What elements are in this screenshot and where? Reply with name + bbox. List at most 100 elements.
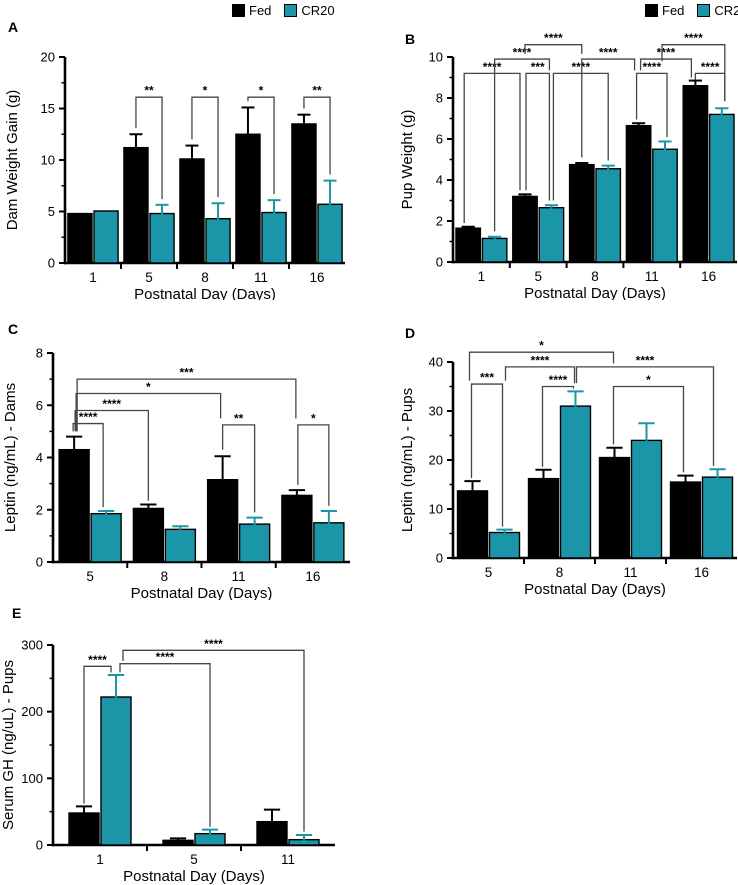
sig-label: *: [203, 84, 208, 98]
panel-C-sig-brackets: ************** *: [72, 366, 330, 513]
sig-label: ****: [636, 353, 655, 367]
cr20-swatch: [697, 4, 711, 17]
panel-C-ytick: 6: [36, 398, 43, 413]
sig-bracket: [303, 96, 331, 175]
legend-top-right: Fed CR20: [645, 3, 738, 18]
bar-fed-day8: [527, 477, 560, 559]
bar-fed-day8: [132, 507, 165, 563]
panel-D-xtick: 16: [694, 565, 709, 580]
panel-A-ytick: 10: [41, 153, 55, 168]
panel-E-ytick: 0: [36, 838, 43, 853]
panel-E-ylabel: Serum GH (ng/uL) - Pups: [0, 660, 17, 830]
bar-fed-day8: [179, 158, 205, 264]
panel-E-ytick: 200: [21, 704, 43, 719]
legend-item-cr20-2: CR20: [697, 3, 738, 18]
sig-label: **: [234, 411, 244, 425]
legend-cr20-label: CR20: [301, 3, 335, 18]
bar-cr20-day5: [488, 531, 521, 559]
panel-D-ytick: 10: [429, 502, 443, 517]
sig-bracket: [122, 649, 305, 832]
panel-C-xtick: 5: [86, 569, 94, 584]
legend-top-left: Fed CR20: [232, 3, 343, 18]
bar-fed-day5: [58, 448, 90, 563]
sig-bracket: [83, 665, 112, 804]
sig-bracket: [463, 72, 521, 224]
panel-D-ylabel: Leptin (ng/mL) - Pups: [399, 388, 416, 532]
panel-C-ytick: 0: [36, 555, 43, 570]
sig-label: *: [539, 339, 544, 353]
panel-B: 0 2 4 6 8 10 1 5 8 11 16 **** *** **** **** **** **** ***…: [369, 0, 738, 300]
panel-B-letter: B: [405, 31, 415, 47]
sig-bracket: [191, 96, 219, 198]
panel-B-xtick: 11: [645, 269, 659, 284]
legend-item-fed-2: Fed: [645, 3, 684, 18]
panel-A-ytick: 15: [41, 101, 55, 116]
bar-cr20-day5: [90, 512, 122, 563]
sig-label: ****: [684, 31, 703, 45]
sig-label: ****: [701, 60, 720, 74]
panel-A-letter: A: [8, 19, 18, 35]
bar-fed-day16: [281, 494, 313, 563]
sig-bracket: [72, 422, 104, 508]
sig-bracket: [76, 378, 297, 432]
panel-E-ytick: 100: [21, 771, 43, 786]
panel-D-ytick: 0: [436, 551, 443, 566]
panel-D-ytick: 30: [429, 404, 443, 419]
cr20-swatch: [284, 4, 298, 17]
bar-cr20-day16: [701, 476, 734, 559]
sig-label: *: [646, 373, 651, 387]
sig-bracket: [504, 366, 576, 384]
sig-label: **: [312, 84, 322, 98]
panel-A-xtick: 8: [201, 270, 209, 285]
panel-A-ytick: 5: [48, 204, 55, 219]
panel-C-ylabel: Leptin (ng/mL) - Dams: [2, 383, 19, 532]
panel-A-xtick: 11: [254, 270, 268, 285]
sig-bracket: [75, 392, 222, 432]
sig-label: ****: [156, 650, 175, 664]
panel-B-ytick: 10: [429, 50, 443, 65]
panel-D-bars: [456, 390, 734, 559]
bar-cr20-day8: [595, 168, 622, 263]
bar-fed-day11: [598, 456, 631, 559]
panel-E-letter: E: [12, 605, 21, 621]
sig-label: ****: [531, 353, 550, 367]
legend-item-cr20: CR20: [284, 3, 335, 18]
panel-C-xtick: 11: [232, 569, 246, 584]
panel-D-xtick: 11: [623, 565, 637, 580]
panel-A-xtick: 1: [89, 270, 97, 285]
panel-D-ytick: 40: [429, 355, 443, 370]
panel-C-letter: C: [8, 321, 18, 337]
panel-C-xtick: 8: [161, 569, 169, 584]
panel-D-xlabel: Postnatal Day (Days): [524, 581, 666, 598]
sig-label: **: [144, 84, 154, 98]
bar-cr20-day16: [317, 203, 343, 264]
sig-label: *: [311, 411, 316, 425]
legend-fed-label: Fed: [249, 3, 272, 18]
panel-A-bars: [67, 106, 343, 264]
panel-B-xtick: 1: [478, 269, 486, 284]
sig-label: ****: [88, 653, 107, 667]
sig-bracket: [524, 44, 583, 54]
bar-cr20-day8: [559, 405, 592, 559]
sig-label: *: [259, 84, 264, 98]
bar-fed-day11: [235, 133, 261, 264]
bar-fed-day1: [67, 212, 93, 264]
panel-B-bars: [455, 79, 735, 263]
panel-B-sig-brackets: **** *** **** **** ******** **** ******** ****: [463, 31, 726, 232]
bar-fed-day16: [682, 84, 709, 263]
panel-D-ytick: 20: [429, 453, 443, 468]
panel-A-xtick: 16: [309, 270, 324, 285]
sig-bracket: [74, 409, 150, 501]
panel-E-xtick: 11: [281, 852, 295, 867]
bar-cr20-day5: [538, 206, 565, 263]
sig-bracket: [119, 663, 211, 827]
bar-cr20-day11: [630, 439, 663, 559]
panel-C-ytick: 4: [36, 450, 43, 465]
panel-C-ytick: 2: [36, 502, 43, 517]
sig-label: ****: [657, 46, 676, 60]
panel-B-ytick: 2: [436, 214, 443, 229]
sig-bracket: [661, 44, 726, 102]
